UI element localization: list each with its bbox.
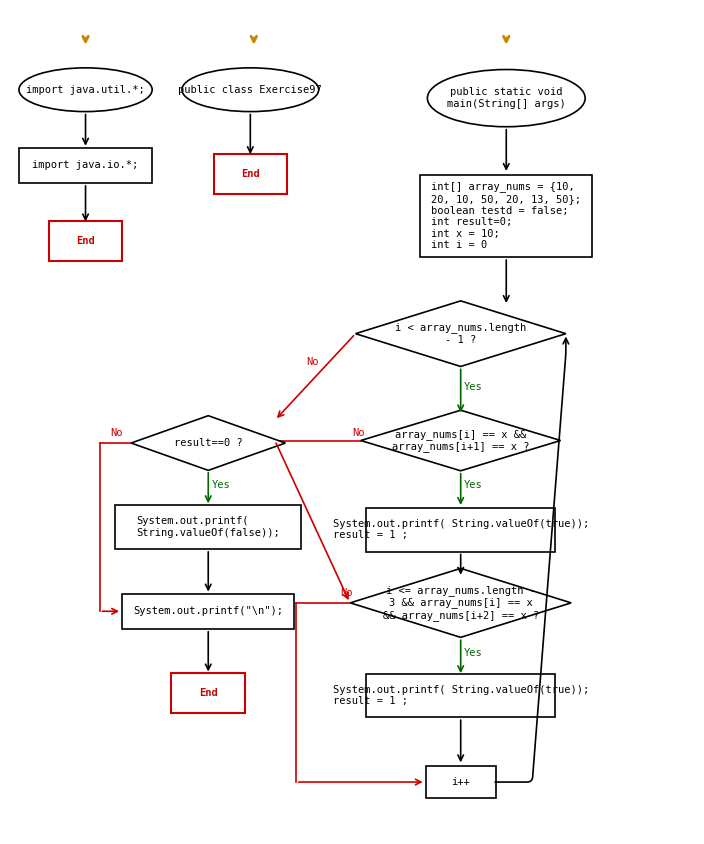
Text: No: No (306, 357, 319, 367)
Polygon shape (351, 568, 571, 637)
FancyBboxPatch shape (172, 673, 245, 713)
Ellipse shape (19, 68, 152, 111)
Text: No: No (340, 588, 353, 598)
Text: System.out.printf("\n");: System.out.printf("\n"); (133, 606, 283, 616)
Text: End: End (241, 169, 260, 179)
Text: No: No (352, 428, 365, 438)
Text: import java.io.*;: import java.io.*; (32, 160, 139, 170)
Text: Yes: Yes (212, 479, 230, 490)
Polygon shape (360, 410, 560, 471)
FancyBboxPatch shape (213, 154, 287, 194)
Text: End: End (199, 688, 218, 698)
Text: i < array_nums.length
- 1 ?: i < array_nums.length - 1 ? (395, 322, 527, 345)
FancyBboxPatch shape (115, 506, 301, 549)
FancyBboxPatch shape (122, 593, 294, 629)
Text: i <= array_nums.length -
3 && array_nums[i] == x
&& array_nums[i+2] == x ?: i <= array_nums.length - 3 && array_nums… (382, 585, 539, 621)
Text: i++: i++ (451, 777, 470, 787)
FancyBboxPatch shape (366, 508, 555, 551)
Text: Yes: Yes (464, 648, 483, 657)
FancyBboxPatch shape (366, 674, 555, 717)
Text: import java.util.*;: import java.util.*; (26, 84, 145, 95)
Text: public static void
main(String[] args): public static void main(String[] args) (447, 87, 565, 109)
Text: int[] array_nums = {10,
20, 10, 50, 20, 13, 50};
boolean testd = false;
int resu: int[] array_nums = {10, 20, 10, 50, 20, … (432, 181, 582, 251)
Text: array_nums[i] == x &&
array_nums[i+1] == x ?: array_nums[i] == x && array_nums[i+1] ==… (392, 429, 529, 452)
Text: Yes: Yes (464, 480, 483, 490)
Text: public class Exercise97: public class Exercise97 (178, 84, 322, 95)
FancyBboxPatch shape (426, 766, 496, 798)
FancyBboxPatch shape (49, 221, 122, 262)
FancyBboxPatch shape (19, 148, 152, 183)
FancyBboxPatch shape (420, 175, 592, 257)
Text: result==0 ?: result==0 ? (174, 438, 243, 448)
Polygon shape (131, 416, 285, 470)
Text: End: End (76, 236, 95, 246)
Polygon shape (356, 300, 566, 366)
Ellipse shape (182, 68, 319, 111)
Text: System.out.printf( String.valueOf(true));
result = 1 ;: System.out.printf( String.valueOf(true))… (332, 684, 589, 706)
Text: System.out.printf(
String.valueOf(false));: System.out.printf( String.valueOf(false)… (137, 517, 280, 538)
Text: Yes: Yes (464, 382, 483, 392)
Text: No: No (110, 428, 122, 438)
Text: System.out.printf( String.valueOf(true));
result = 1 ;: System.out.printf( String.valueOf(true))… (332, 519, 589, 540)
Ellipse shape (427, 69, 585, 127)
